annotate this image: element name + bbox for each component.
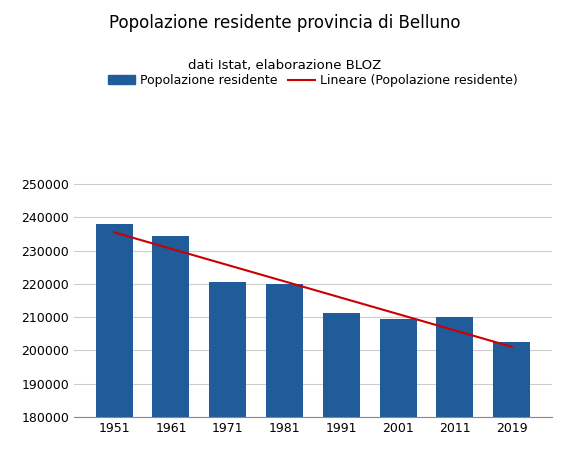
Bar xyxy=(96,224,133,453)
Bar xyxy=(152,236,189,453)
Bar xyxy=(209,282,246,453)
Text: dati Istat, elaborazione BLOZ: dati Istat, elaborazione BLOZ xyxy=(188,59,381,72)
Bar xyxy=(323,313,360,453)
Bar xyxy=(436,317,473,453)
Bar xyxy=(266,284,303,453)
Bar xyxy=(380,319,417,453)
Legend: Popolazione residente, Lineare (Popolazione residente): Popolazione residente, Lineare (Popolazi… xyxy=(103,69,523,92)
Bar xyxy=(493,342,530,453)
Text: Popolazione residente provincia di Belluno: Popolazione residente provincia di Bellu… xyxy=(109,14,460,32)
